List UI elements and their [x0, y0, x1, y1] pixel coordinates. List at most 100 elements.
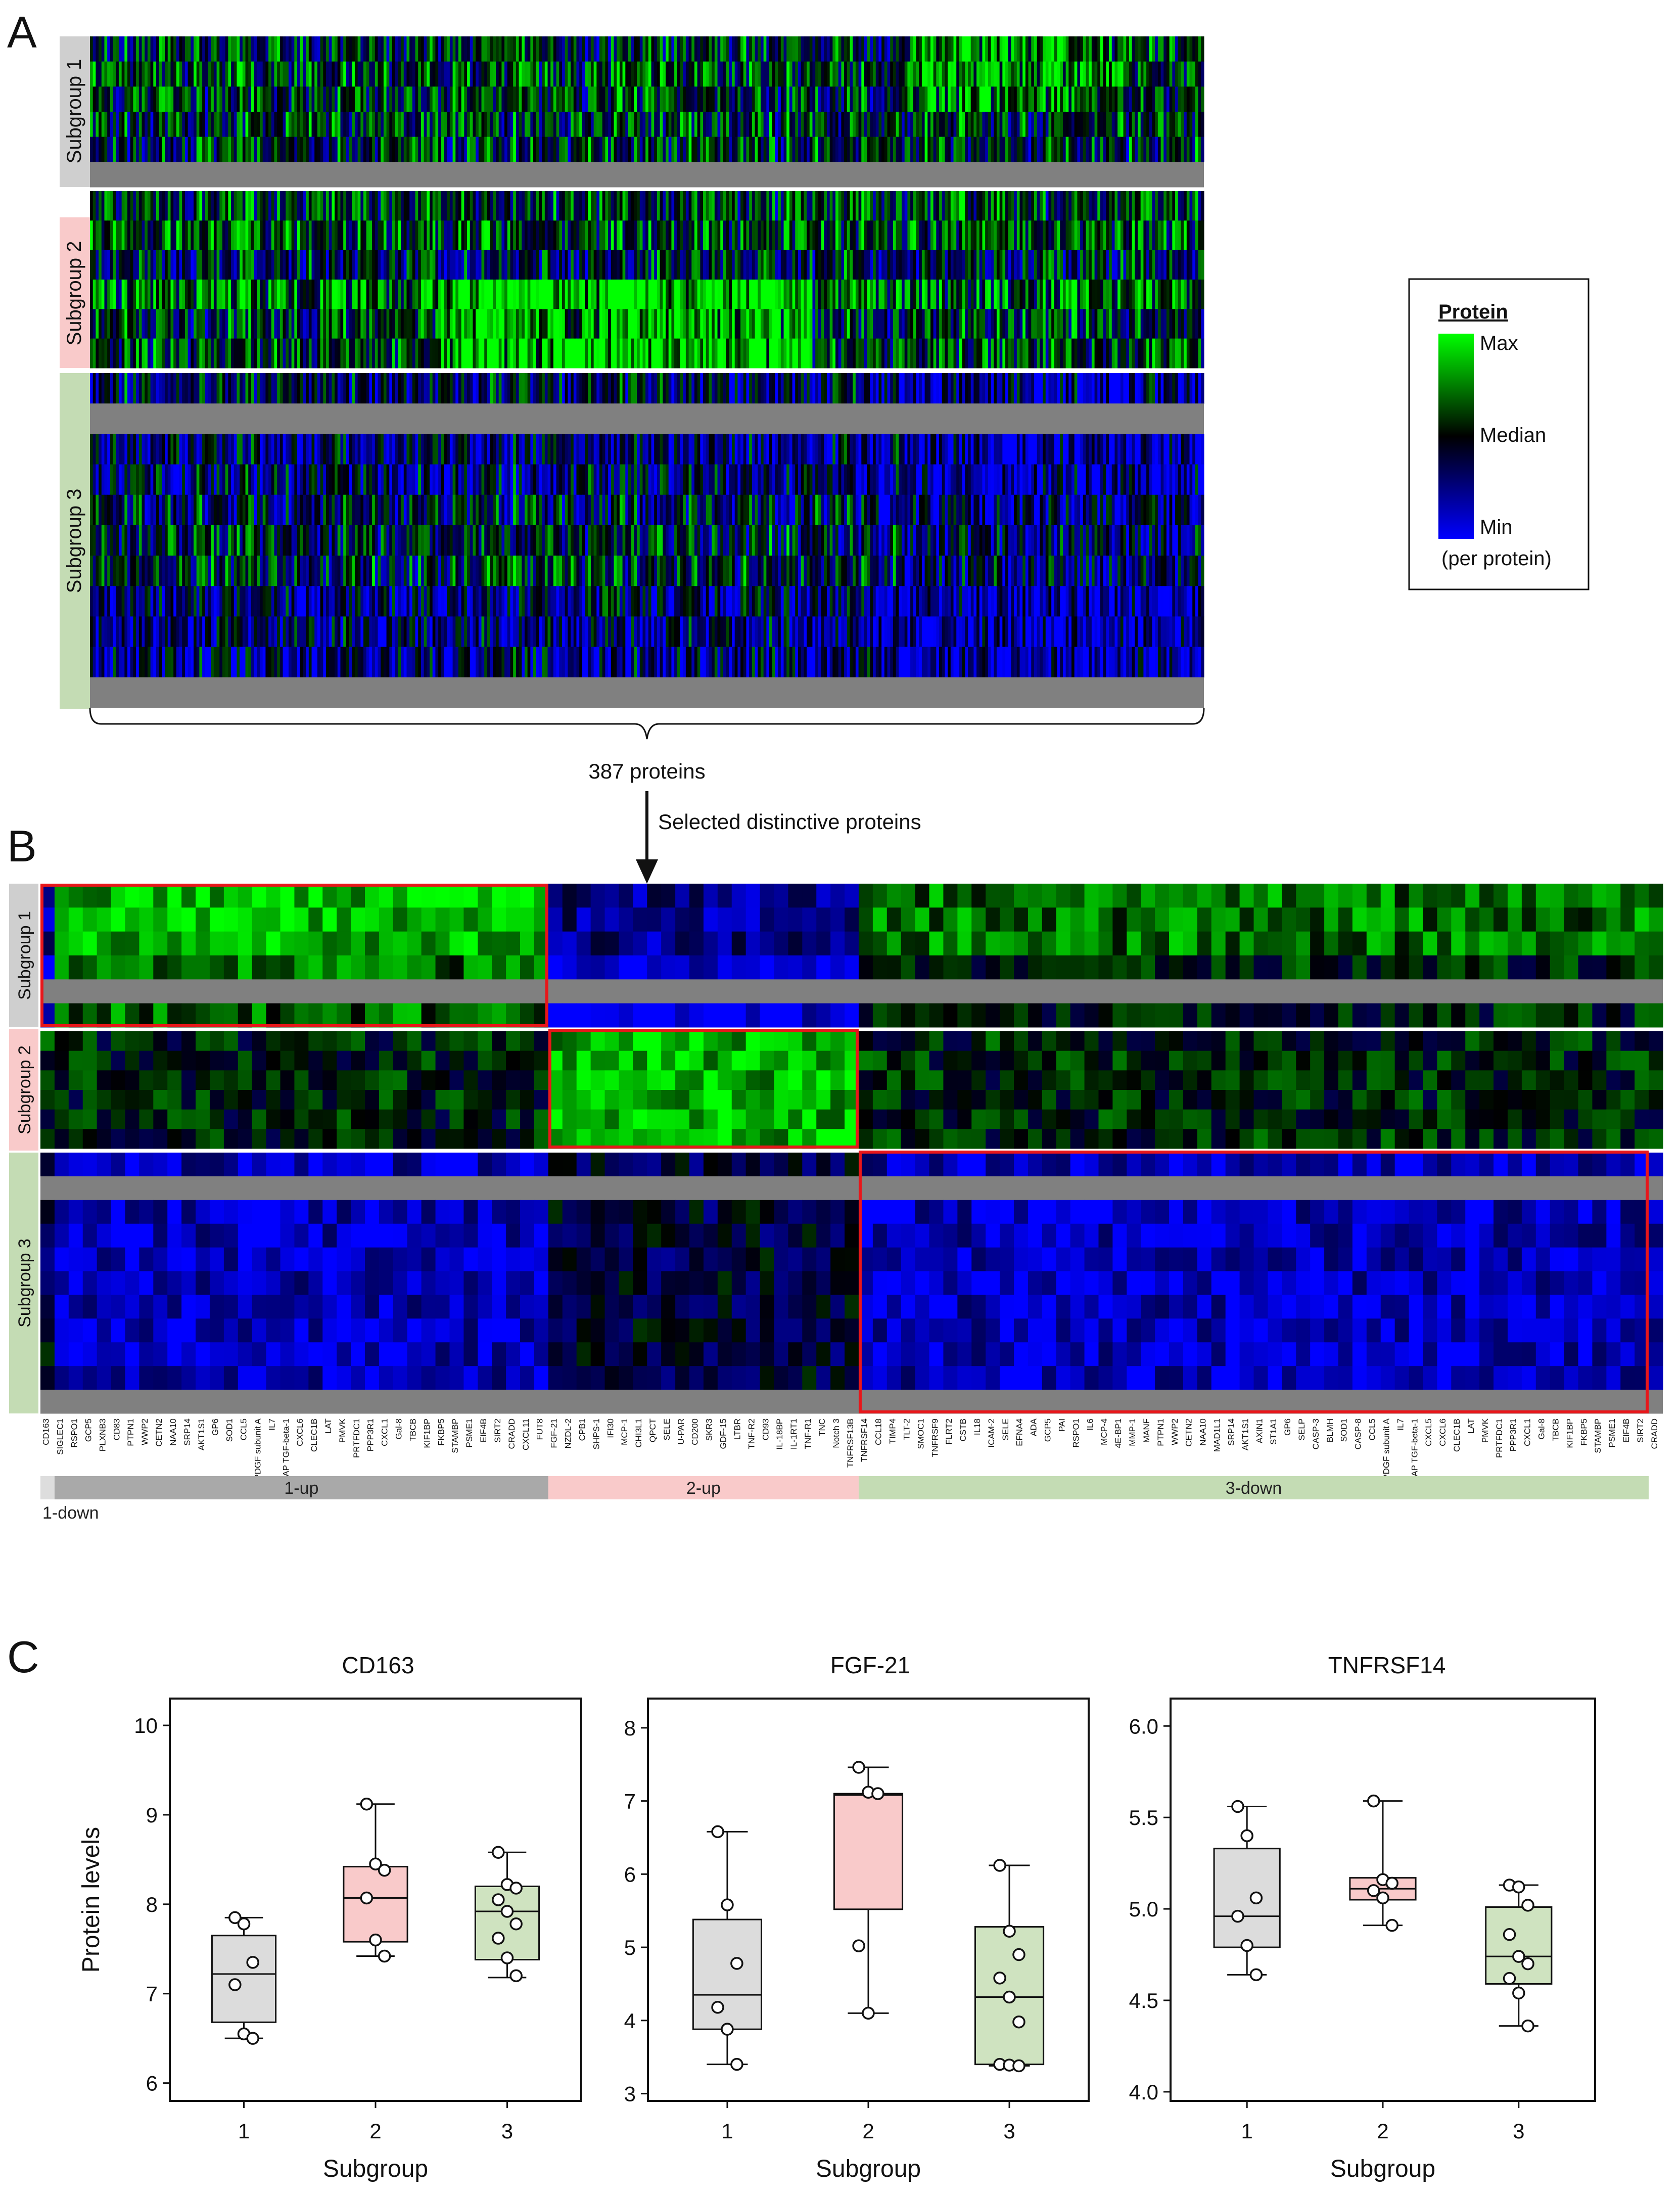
heatmap-a-cell: [588, 373, 591, 404]
heatmap-a-cell: [608, 61, 612, 87]
heatmap-a-cell: [213, 36, 217, 62]
heatmap-a-cell: [772, 191, 776, 221]
heatmap-a-cell: [116, 112, 119, 138]
heatmap-a-cell: [138, 280, 143, 309]
heatmap-a-cell: [1005, 373, 1009, 404]
heatmap-a-cell: [780, 86, 784, 112]
heatmap-a-cell: [919, 191, 922, 221]
heatmap-a-cell: [795, 61, 799, 87]
heatmap-a-cell: [452, 86, 456, 112]
heatmap-a-cell: [749, 280, 753, 309]
heatmap-a-cell: [378, 61, 381, 87]
heatmap-a-cell: [242, 338, 246, 369]
heatmap-a-cell: [838, 112, 842, 138]
heatmap-a-cell: [530, 434, 534, 465]
heatmap-a-cell: [354, 220, 358, 251]
heatmap-a-cell: [430, 338, 433, 369]
heatmap-a-cell: [260, 373, 263, 404]
heatmap-a-cell: [1157, 373, 1161, 404]
heatmap-a-cell: [919, 434, 922, 465]
heatmap-a-cell: [279, 373, 284, 404]
heatmap-a-cell: [533, 434, 537, 465]
heatmap-a-cell: [674, 191, 678, 221]
heatmap-a-cell: [1040, 61, 1043, 87]
heatmap-a-cell: [556, 220, 559, 251]
heatmap-a-cell: [783, 112, 787, 138]
heatmap-a-cell: [890, 280, 894, 309]
heatmap-a-cell: [1181, 36, 1184, 62]
heatmap-a-cell: [346, 191, 350, 221]
heatmap-a-cell: [395, 36, 398, 62]
heatmap-a-cell: [760, 280, 764, 309]
heatmap-a-cell: [357, 250, 361, 280]
heatmap-a-cell: [136, 434, 139, 465]
heatmap-a-cell: [758, 112, 761, 138]
heatmap-a-cell: [1091, 191, 1095, 221]
heatmap-a-cell: [1002, 280, 1006, 309]
heatmap-a-cell: [1100, 86, 1104, 112]
heatmap-a-cell: [685, 136, 689, 162]
heatmap-a-cell: [118, 191, 122, 221]
heatmap-a-cell: [262, 434, 266, 465]
heatmap-a-cell: [637, 434, 640, 465]
heatmap-a-cell: [766, 36, 770, 62]
heatmap-a-cell: [1201, 280, 1204, 309]
heatmap-a-cell: [1077, 191, 1081, 221]
heatmap-a-cell: [116, 220, 119, 251]
heatmap-a-cell: [979, 434, 983, 465]
heatmap-a-cell: [858, 86, 862, 112]
heatmap-a-cell: [176, 220, 180, 251]
heatmap-a-cell: [369, 191, 372, 221]
heatmap-a-cell: [476, 61, 479, 87]
heatmap-a-cell: [924, 250, 928, 280]
heatmap-a-cell: [162, 338, 165, 369]
heatmap-a-cell: [792, 36, 796, 62]
heatmap-a-cell: [881, 220, 885, 251]
heatmap-a-cell: [435, 280, 439, 309]
heatmap-a-cell: [1051, 220, 1055, 251]
heatmap-a-cell: [507, 309, 511, 339]
heatmap-a-cell: [936, 86, 940, 112]
heatmap-a-cell: [1094, 36, 1098, 62]
heatmap-a-cell: [985, 136, 989, 162]
heatmap-a-cell: [121, 136, 125, 162]
heatmap-a-cell: [1034, 250, 1038, 280]
heatmap-a-cell: [409, 434, 413, 465]
heatmap-a-cell: [274, 309, 277, 339]
heatmap-a-cell: [524, 61, 528, 87]
heatmap-a-cell: [913, 434, 917, 465]
heatmap-a-cell: [99, 86, 102, 112]
heatmap-a-cell: [262, 309, 266, 339]
heatmap-a-cell: [628, 373, 632, 404]
heatmap-a-cell: [763, 191, 767, 221]
heatmap-a-cell: [628, 61, 632, 87]
heatmap-a-cell: [841, 191, 845, 221]
heatmap-a-cell: [585, 136, 588, 162]
heatmap-a-cell: [490, 309, 493, 339]
heatmap-a-cell: [737, 191, 741, 221]
heatmap-a-cell: [294, 373, 298, 404]
heatmap-a-cell: [418, 191, 422, 221]
heatmap-a-cell: [896, 86, 899, 112]
heatmap-a-cell: [953, 36, 957, 62]
heatmap-a-cell: [136, 250, 139, 280]
heatmap-a-cell: [231, 338, 235, 369]
heatmap-a-cell: [657, 112, 661, 138]
heatmap-a-cell: [890, 191, 894, 221]
heatmap-a-cell: [173, 338, 177, 369]
heatmap-a-cell: [96, 191, 99, 221]
heatmap-a-cell: [1157, 86, 1161, 112]
heatmap-a-cell: [991, 338, 994, 369]
heatmap-a-cell: [360, 220, 364, 251]
heatmap-a-cell: [907, 112, 911, 138]
heatmap-a-cell: [1186, 86, 1190, 112]
heatmap-a-cell: [927, 338, 931, 369]
heatmap-a-cell: [188, 309, 191, 339]
heatmap-a-cell: [1123, 250, 1127, 280]
heatmap-a-cell: [519, 220, 522, 251]
heatmap-a-cell: [973, 338, 977, 369]
heatmap-a-cell: [107, 220, 111, 251]
heatmap-a-cell: [680, 191, 683, 221]
heatmap-a-cell: [1019, 112, 1023, 138]
heatmap-a-cell: [821, 434, 824, 465]
